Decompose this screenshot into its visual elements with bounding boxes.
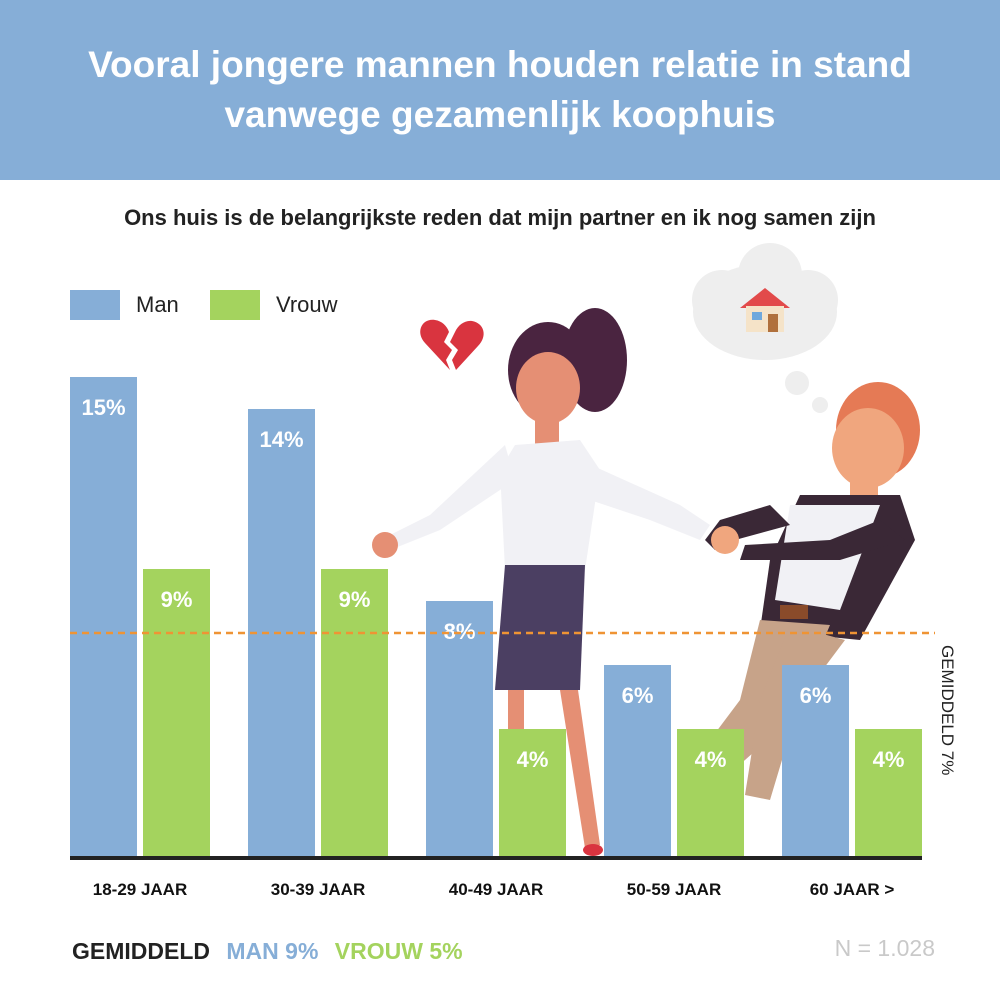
x-tick-label-1: 30-39 JAAR xyxy=(271,880,366,899)
data-label-man-0: 15% xyxy=(81,395,125,420)
bar-vrouw-3 xyxy=(677,729,744,857)
x-axis: 18-29 JAAR 30-39 JAAR 40-49 JAAR 50-59 JAAR… xyxy=(70,631,957,899)
bar-vrouw-0 xyxy=(143,569,210,857)
bar-vrouw-4 xyxy=(855,729,922,857)
legend-man: Man xyxy=(70,290,179,320)
footer-vrouw-average: VROUW 5% xyxy=(334,938,463,964)
data-label-vrouw-2: 4% xyxy=(517,747,549,772)
bar-man-2 xyxy=(426,601,493,857)
broken-heart-icon xyxy=(420,319,484,370)
bars-layer: 15% 9% 14% 9% 8% 4% 6% 4% 6% 4% xyxy=(70,377,922,857)
data-label-vrouw-1: 9% xyxy=(339,587,371,612)
legend-vrouw-label: Vrouw xyxy=(276,292,338,317)
data-label-vrouw-3: 4% xyxy=(695,747,727,772)
x-tick-label-2: 40-49 JAAR xyxy=(449,880,544,899)
bar-man-0 xyxy=(70,377,137,857)
data-label-vrouw-4: 4% xyxy=(873,747,905,772)
footer-averages: GEMIDDELD MAN 9% VROUW 5% xyxy=(72,938,473,965)
bar-vrouw-1 xyxy=(321,569,388,857)
data-label-man-1: 14% xyxy=(259,427,303,452)
data-label-man-3: 6% xyxy=(622,683,654,708)
chart-title: Ons huis is de belangrijkste reden dat m… xyxy=(124,205,876,230)
data-label-vrouw-0: 9% xyxy=(161,587,193,612)
footer-man-average: MAN 9% xyxy=(226,938,319,964)
data-label-man-2: 8% xyxy=(444,619,476,644)
x-tick-label-0: 18-29 JAAR xyxy=(93,880,188,899)
legend-man-swatch xyxy=(70,290,120,320)
x-tick-label-4: 60 JAAR > xyxy=(810,880,895,899)
legend-vrouw-swatch xyxy=(210,290,260,320)
average-line-label: GEMIDDELD 7% xyxy=(938,645,957,775)
bar-man-4 xyxy=(782,665,849,857)
woman-figure xyxy=(372,308,710,856)
footer-average-label: GEMIDDELD xyxy=(72,938,210,964)
bar-man-3 xyxy=(604,665,671,857)
header-banner: Vooral jongere mannen houden relatie in … xyxy=(0,0,1000,180)
bar-vrouw-2 xyxy=(499,729,566,857)
legend-man-label: Man xyxy=(136,292,179,317)
x-tick-label-3: 50-59 JAAR xyxy=(627,880,722,899)
data-label-man-4: 6% xyxy=(800,683,832,708)
house-icon xyxy=(740,288,790,332)
legend-vrouw: Vrouw xyxy=(210,290,338,320)
sample-size: N = 1.028 xyxy=(834,935,935,961)
page-title: Vooral jongere mannen houden relatie in … xyxy=(88,44,912,135)
